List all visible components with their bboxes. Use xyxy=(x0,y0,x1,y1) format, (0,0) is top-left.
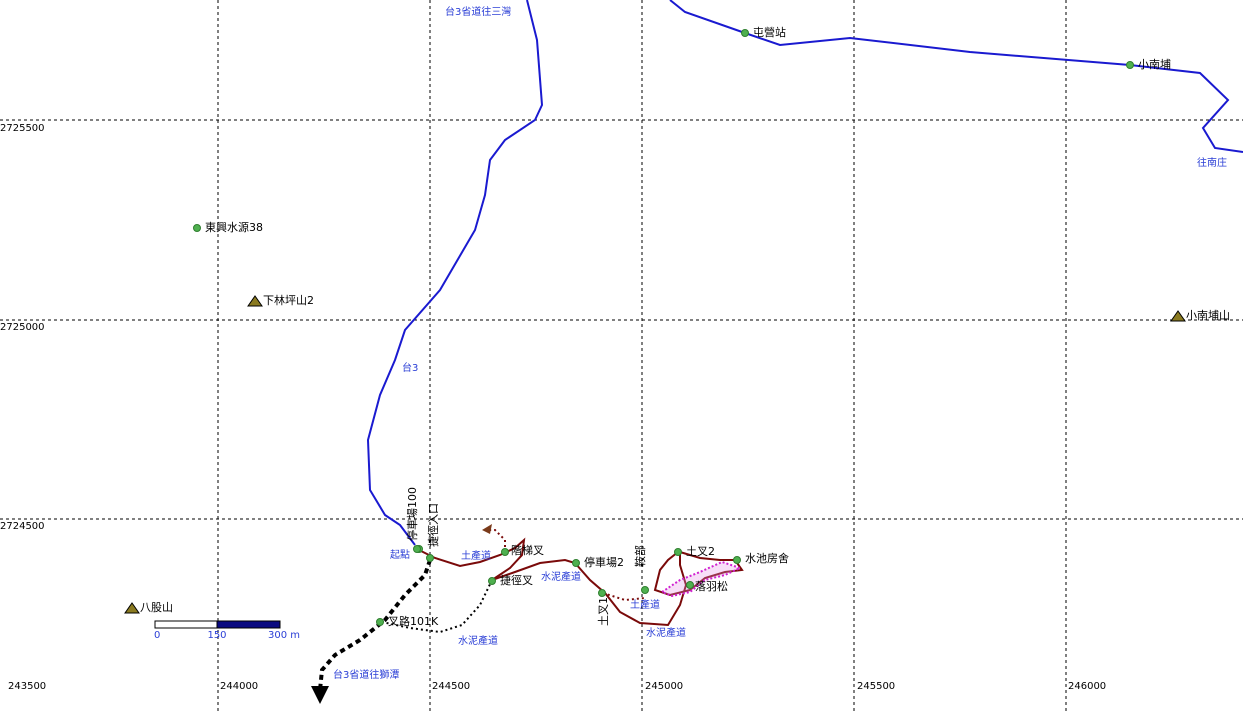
route-heavy xyxy=(318,559,432,691)
road xyxy=(366,0,544,546)
waypoint-label: 階梯叉 xyxy=(511,543,544,557)
waypoint xyxy=(193,224,201,232)
grid-label: 2725500 xyxy=(0,123,45,134)
scale-label: 0 xyxy=(154,630,160,641)
road-label: 往南庄 xyxy=(1197,156,1227,169)
peak-label: 八股山 xyxy=(140,601,173,614)
road-label: 台3 xyxy=(402,361,418,374)
peak-label: 下林坪山2 xyxy=(263,293,314,307)
waypoint-label: 土叉1 xyxy=(597,597,610,626)
waypoint-label: 落羽松 xyxy=(695,579,728,593)
grid-label: 244500 xyxy=(432,681,470,692)
grid-label: 246000 xyxy=(1068,681,1106,692)
route-dotted xyxy=(381,579,493,634)
waypoint-label: 停車場100 xyxy=(405,487,419,541)
road-label: 土產道 xyxy=(630,598,660,611)
waypoint-label: 屯營站 xyxy=(753,25,786,39)
peak-icon xyxy=(247,295,263,307)
waypoint xyxy=(376,618,384,626)
grid-label: 243500 xyxy=(8,681,46,692)
waypoint xyxy=(674,548,682,556)
road-label: 台3省道往三灣 xyxy=(445,5,511,18)
waypoint xyxy=(572,559,580,567)
waypoint-label: 捷徑入口 xyxy=(426,503,440,547)
trail-dotted xyxy=(602,592,646,602)
waypoint xyxy=(413,545,421,553)
road-label: 水泥產道 xyxy=(541,570,581,583)
road-label: 水泥產道 xyxy=(458,634,498,647)
peak-icon xyxy=(124,602,140,614)
waypoint-label: 小南埔 xyxy=(1138,58,1171,71)
grid-label: 2724500 xyxy=(0,521,45,532)
road-label: 水泥產道 xyxy=(646,626,686,639)
waypoint xyxy=(733,556,741,564)
grid-label: 244000 xyxy=(220,681,258,692)
waypoint-label: 東興水源38 xyxy=(205,220,263,234)
waypoint xyxy=(488,577,496,585)
loop-dotted xyxy=(659,560,743,598)
waypoint xyxy=(741,29,749,37)
scale-bar xyxy=(154,620,281,629)
peak-label: 小南埔山 xyxy=(1186,309,1230,322)
waypoint xyxy=(641,586,649,594)
waypoint xyxy=(501,548,509,556)
waypoint-label: 捷徑叉 xyxy=(500,573,533,587)
peak-icon xyxy=(1170,310,1186,322)
arrow xyxy=(482,524,492,534)
road xyxy=(669,0,1243,153)
grid-label: 245500 xyxy=(857,681,895,692)
labels: 243500 244000 244500 245000 245500 246000 2725… xyxy=(0,5,1230,692)
waypoint-label: 停車場2 xyxy=(584,555,624,569)
road-label: 土產道 xyxy=(461,549,491,562)
waypoint xyxy=(1126,61,1134,69)
waypoint-label: 起點 xyxy=(390,548,410,561)
road-label: 台3省道往獅潭 xyxy=(333,668,399,681)
waypoint xyxy=(598,589,606,597)
waypoint xyxy=(426,554,434,562)
trail xyxy=(416,537,744,627)
waypoint-label: 水池房舍 xyxy=(745,551,789,565)
arrow-head xyxy=(311,686,329,704)
waypoint-label: 土叉2 xyxy=(686,545,715,558)
waypoint-label: 鞍部 xyxy=(633,545,647,567)
grid-label: 245000 xyxy=(645,681,683,692)
waypoint-label: 叉路101K xyxy=(388,615,439,628)
waypoint xyxy=(686,581,694,589)
scale-label: 300 m xyxy=(268,630,300,641)
scale-label: 150 xyxy=(207,630,226,641)
grid-label: 2725000 xyxy=(0,322,45,333)
